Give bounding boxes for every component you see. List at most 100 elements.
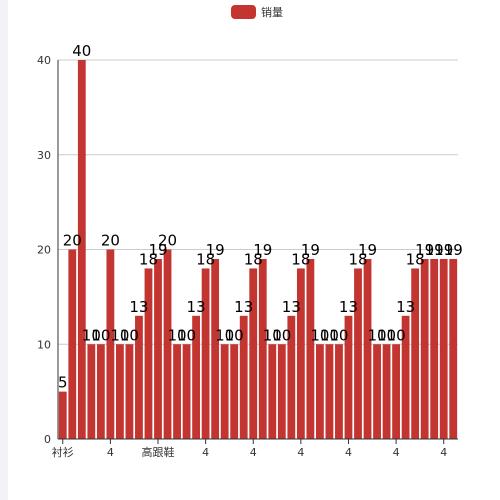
data-label: 18 (139, 250, 158, 268)
bar[interactable] (106, 249, 115, 440)
data-label: 10 (91, 326, 110, 344)
bar[interactable] (96, 344, 105, 439)
data-label: 10 (272, 326, 291, 344)
bar[interactable] (220, 344, 229, 439)
bar[interactable] (77, 60, 86, 439)
data-label: 19 (415, 241, 434, 259)
data-label: 10 (320, 326, 339, 344)
bar[interactable] (230, 344, 239, 439)
bar[interactable] (182, 344, 191, 439)
data-label: 10 (120, 326, 139, 344)
data-label: 13 (234, 298, 253, 316)
y-tick-label: 20 (37, 244, 51, 257)
data-label: 19 (253, 241, 272, 259)
bar[interactable] (373, 344, 381, 439)
bar[interactable] (239, 315, 248, 439)
data-label: 13 (129, 298, 148, 316)
x-tick-label: 4 (250, 446, 257, 459)
bar[interactable] (335, 344, 343, 439)
bar[interactable] (439, 258, 448, 439)
data-label: 10 (387, 326, 406, 344)
bar[interactable] (258, 258, 267, 439)
data-label: 5 (58, 374, 68, 392)
bar[interactable] (287, 315, 296, 439)
bar[interactable] (192, 315, 200, 439)
gridlines (58, 59, 458, 345)
bar[interactable] (249, 268, 258, 439)
data-label: 10 (377, 326, 396, 344)
data-label: 10 (329, 326, 348, 344)
data-label: 20 (158, 232, 177, 250)
x-tick-label: 4 (345, 446, 352, 459)
legend[interactable]: 销量 (231, 5, 283, 19)
data-label: 10 (215, 326, 234, 344)
data-label: 20 (101, 232, 120, 250)
bar[interactable] (154, 258, 162, 439)
bar[interactable] (68, 249, 77, 440)
data-label: 40 (72, 42, 91, 60)
data-label: 13 (339, 298, 358, 316)
y-tick-label: 30 (37, 149, 51, 162)
data-label: 19 (358, 241, 377, 259)
bar[interactable] (268, 344, 277, 439)
bar[interactable] (87, 344, 96, 439)
x-tick-label: 4 (393, 446, 400, 459)
data-label: 19 (425, 241, 444, 259)
x-tick-label: 4 (440, 446, 447, 459)
x-tick-label: 4 (202, 446, 209, 459)
data-label: 18 (196, 250, 215, 268)
data-label: 18 (291, 250, 310, 268)
bar[interactable] (411, 268, 420, 439)
data-label: 10 (168, 326, 187, 344)
y-tick-label: 10 (37, 338, 51, 351)
bar[interactable] (306, 258, 315, 439)
x-tick-label: 4 (297, 446, 304, 459)
legend-label: 销量 (261, 5, 283, 19)
legend-swatch (231, 5, 256, 19)
data-label: 10 (263, 326, 282, 344)
bar[interactable] (211, 258, 220, 439)
bar[interactable] (401, 315, 410, 439)
data-label: 10 (110, 326, 129, 344)
data-label: 19 (148, 241, 167, 259)
bar[interactable] (382, 344, 391, 439)
data-label: 18 (406, 250, 425, 268)
bars (58, 60, 458, 440)
data-label: 19 (434, 241, 453, 259)
bar[interactable] (277, 344, 286, 439)
data-label: 10 (177, 326, 196, 344)
data-label: 18 (244, 250, 263, 268)
data-label: 13 (282, 298, 301, 316)
y-axis-tick-labels: 0 10 20 30 40 (37, 54, 51, 446)
data-label: 10 (82, 326, 101, 344)
chart-canvas: 销量 5 20 40 10 10 20 10 10 13 18 19 20 10 10 13 18 19 10 10… (8, 0, 500, 500)
data-label: 19 (444, 241, 463, 259)
bar[interactable] (201, 268, 210, 439)
bar[interactable] (163, 249, 172, 440)
bar[interactable] (58, 391, 67, 439)
bar[interactable] (344, 315, 353, 439)
bar[interactable] (173, 344, 181, 439)
bar[interactable] (325, 344, 334, 439)
data-label: 20 (63, 232, 82, 250)
bar[interactable] (449, 258, 458, 439)
data-label: 10 (225, 326, 244, 344)
data-labels: 5204010102010101318192010101318191010131… (58, 42, 463, 392)
data-label: 19 (206, 241, 225, 259)
bar[interactable] (135, 315, 143, 439)
axes (57, 60, 458, 444)
data-label: 19 (301, 241, 320, 259)
bar[interactable] (116, 344, 124, 439)
bar[interactable] (392, 344, 400, 439)
data-label: 13 (187, 298, 206, 316)
bar[interactable] (420, 258, 429, 439)
bar[interactable] (144, 268, 153, 439)
bar[interactable] (125, 344, 134, 439)
bar[interactable] (296, 268, 305, 439)
bar-chart: 销量 5204010102010101318192010101318191010… (37, 5, 463, 459)
bar[interactable] (430, 258, 439, 439)
bar[interactable] (354, 268, 362, 439)
bar[interactable] (316, 344, 324, 439)
x-tick-label: 高跟鞋 (142, 445, 175, 459)
bar[interactable] (363, 258, 372, 439)
